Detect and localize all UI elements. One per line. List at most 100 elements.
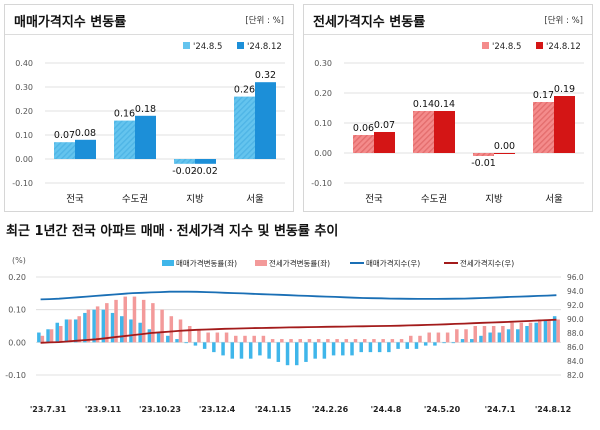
- rent-index-line: [40, 318, 557, 344]
- bar-svg-rent-s0-c3: [533, 102, 554, 153]
- sale-change-bar-15: [175, 339, 179, 343]
- legend-rent-prev: '24.8.5: [482, 42, 521, 52]
- x-category-label: 서울: [545, 194, 563, 205]
- y-tick-label: 0.00: [15, 155, 33, 164]
- sale-change-bar-20: [221, 342, 225, 356]
- sale-change-bar-0: [37, 332, 41, 343]
- legend-sale-curr: '24.8.12: [237, 42, 282, 52]
- sale-change-bar-41: [414, 342, 419, 349]
- rent-change-bar-42: [427, 332, 431, 343]
- sale-change-bar-49: [488, 332, 492, 343]
- x-category-label: 전국: [66, 194, 84, 205]
- legend-sale-prev-label: '24.8.5: [193, 42, 223, 52]
- data-label: -0.02: [172, 166, 197, 177]
- y-tick-label: 0.20: [15, 107, 33, 116]
- sale-change-bar-28: [295, 342, 299, 366]
- bar-svg-sale-s1-c2: [195, 159, 216, 164]
- rent-change-bar-49: [491, 326, 496, 343]
- sale-change-bar-19: [212, 342, 216, 353]
- rent-change-bar-13: [160, 309, 164, 343]
- rent-change-bar-53: [528, 322, 533, 343]
- sale-change-bar-35: [359, 342, 363, 353]
- bar-svg-sale-s1-c3: [255, 82, 276, 159]
- rent-change-bar-2: [59, 326, 63, 343]
- y-right-tick-label: 90.0: [567, 315, 584, 324]
- x-category-label: 서울: [246, 194, 264, 205]
- sale-index-line: [40, 290, 557, 301]
- rent-change-bar-0: [40, 335, 45, 343]
- rent-change-bar-40: [409, 335, 413, 343]
- rent-change-bar-3: [68, 319, 72, 343]
- rent-change-bar-56: [556, 319, 560, 343]
- data-label: 0.07: [54, 130, 75, 141]
- rent-change-bar-16: [187, 326, 192, 343]
- sale-change-bar-37: [377, 342, 382, 353]
- rent-change-bar-6: [95, 306, 100, 343]
- sale-change-bar-11: [138, 322, 142, 343]
- sale-change-bar-56: [552, 316, 557, 343]
- data-label: 0.32: [255, 70, 276, 81]
- sale-change-bar-30: [313, 342, 317, 359]
- y-tick-label: 0.30: [15, 83, 33, 92]
- sale-change-bar-38: [387, 342, 391, 353]
- rent-change-bar-47: [473, 326, 477, 343]
- trend-panel: (%) 0.20 0.10 0.00 -0.10 96.0 94.0 92.0 90.0 88.0…: [0, 240, 600, 430]
- rent-change-bar-44: [445, 332, 450, 343]
- sale-change-bar-33: [341, 342, 345, 356]
- sale-change-bar-44: [442, 342, 446, 344]
- sale-change-bar-47: [470, 339, 474, 343]
- y-left-tick-label: 0.10: [8, 306, 26, 315]
- y-tick-label: 0.00: [314, 149, 332, 158]
- bar-svg-rent-s0-c0: [353, 135, 374, 153]
- bar-svg-sale-s1-c1: [135, 115, 156, 159]
- legend-trend-sale-bar-label: 매매가격변동률(좌): [176, 259, 238, 268]
- sale-change-bar-55: [543, 319, 548, 343]
- rent-change-bar-51: [510, 322, 514, 343]
- y-left-tick-label: 0.20: [8, 273, 26, 282]
- legend-trend-sale-line-swatch: [350, 262, 364, 264]
- rent-change-bar-1: [49, 329, 54, 343]
- sale-change-bar-42: [423, 342, 428, 346]
- sale-change-bar-23: [248, 342, 253, 359]
- rent-change-bar-31: [326, 339, 330, 343]
- rent-change-bar-54: [537, 319, 542, 343]
- y-left-tick-label: -0.10: [5, 371, 26, 380]
- rent-change-bar-35: [362, 339, 367, 343]
- rent-change-bar-23: [252, 335, 256, 343]
- rent-change-bar-43: [436, 332, 441, 343]
- bar-svg-sale-s0-c2: [174, 159, 195, 164]
- sale-change-bar-46: [460, 339, 465, 343]
- legend-sale-prev-swatch: [183, 42, 190, 49]
- sale-change-bar-40: [405, 342, 410, 349]
- legend-trend-rent-bar-swatch: [255, 260, 267, 266]
- sale-panel-header: 매매가격지수 변동률 [단위 : %]: [5, 5, 293, 35]
- sale-change-bar-39: [396, 342, 400, 349]
- legend-rent-prev-swatch: [482, 42, 489, 49]
- trend-section-title: 최근 1년간 전국 아파트 매매ㆍ전세가격 지수 및 변동률 추이: [6, 224, 339, 239]
- legend-trend-sale-bar-swatch: [162, 260, 174, 266]
- bar-svg-rent-s1-c1: [434, 111, 455, 153]
- legend-trend-rent-line-label: 전세가격지수(우): [460, 259, 515, 268]
- sale-change-bar-18: [202, 342, 207, 349]
- data-label: 0.19: [554, 84, 575, 95]
- rent-change-bar-27: [289, 339, 293, 343]
- legend-sale-prev: '24.8.5: [183, 42, 222, 52]
- data-label: 0.08: [75, 128, 96, 139]
- rent-change-bar-37: [381, 339, 385, 343]
- rent-change-bar-18: [206, 332, 210, 343]
- legend-rent-prev-label: '24.8.5: [492, 42, 522, 52]
- rent-change-bar-45: [455, 329, 459, 343]
- sale-change-bar-45: [451, 342, 456, 344]
- legend-trend-rent-bar-label: 전세가격변동률(좌): [269, 259, 331, 268]
- rent-change-bar-11: [141, 299, 146, 343]
- y-right-tick-label: 82.0: [567, 371, 584, 380]
- rent-change-bar-19: [215, 332, 220, 343]
- rent-change-bar-7: [105, 303, 109, 343]
- sale-change-bar-6: [92, 309, 96, 343]
- bar-svg-rent-s0-c1: [413, 111, 434, 153]
- bar-svg-rent-s1-c2: [494, 153, 515, 154]
- rent-change-bar-17: [197, 329, 201, 343]
- data-label: 0.06: [353, 123, 374, 134]
- bar-svg-sale-s0-c0: [54, 142, 75, 159]
